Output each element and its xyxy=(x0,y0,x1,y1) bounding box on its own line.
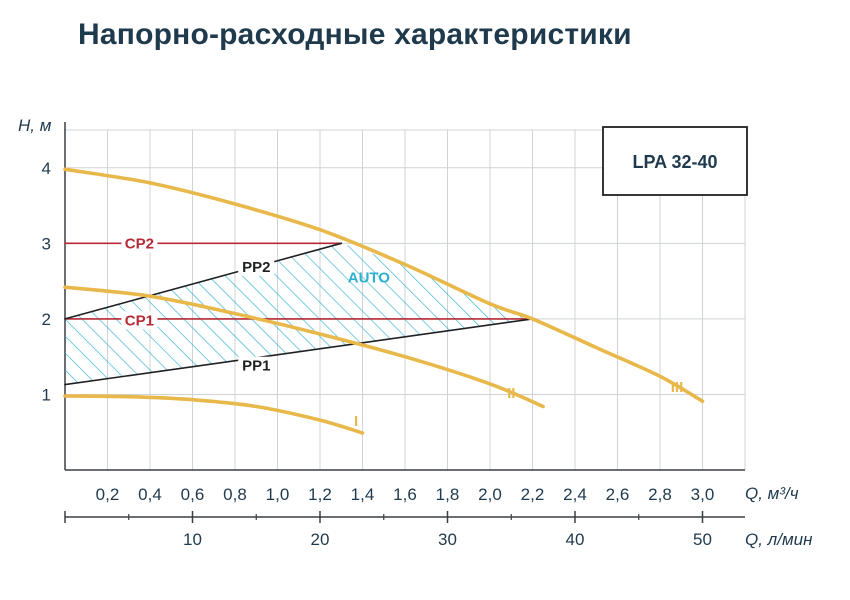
x-tick-label: 0,8 xyxy=(223,485,247,504)
auto-region-label: AUTO xyxy=(348,269,391,286)
model-label: LPA 32-40 xyxy=(632,152,717,172)
model-box: LPA 32-40 xyxy=(602,126,748,196)
series-label-ii: II xyxy=(507,385,515,402)
series-label-iii: III xyxy=(671,379,684,396)
series-label-pp1: PP1 xyxy=(242,358,270,375)
series-line-pp2 xyxy=(64,242,343,320)
x2-tick-label: 40 xyxy=(566,530,585,549)
y-axis-label: H, м xyxy=(18,116,52,135)
x-tick-label: 2,8 xyxy=(648,485,672,504)
series-line-ii xyxy=(63,285,545,409)
series-label-cp1: CP1 xyxy=(125,312,154,329)
y-tick-label: 2 xyxy=(42,310,51,329)
series-label-cp2: CP2 xyxy=(125,235,154,252)
x-tick-label: 0,6 xyxy=(181,485,205,504)
x-tick-label: 1,4 xyxy=(351,485,375,504)
x-tick-label: 2,2 xyxy=(521,485,545,504)
x2-tick-label: 50 xyxy=(693,530,712,549)
x-tick-label: 1,8 xyxy=(436,485,460,504)
series-line-iii xyxy=(63,167,705,403)
x2-tick-label: 30 xyxy=(438,530,457,549)
x-tick-label: 2,4 xyxy=(563,485,587,504)
x2-axis-label: Q, л/мин xyxy=(745,530,813,549)
series-label-i: I xyxy=(354,413,358,430)
chart-lines xyxy=(63,167,705,435)
series-line-pp1 xyxy=(64,318,534,386)
series-label-bg-pp1 xyxy=(238,356,275,375)
y-tick-label: 3 xyxy=(42,234,51,253)
x-tick-label: 1,2 xyxy=(308,485,332,504)
x-tick-label: 1,6 xyxy=(393,485,417,504)
x-tick-label: 3,0 xyxy=(691,485,715,504)
x-tick-label: 1,0 xyxy=(266,485,290,504)
series-line-i xyxy=(63,394,365,435)
y-tick-label: 4 xyxy=(42,159,51,178)
x-axis-label: Q, м³/ч xyxy=(745,484,799,503)
page-title: Напорно-расходные характеристики xyxy=(78,18,632,51)
x-tick-label: 2,6 xyxy=(606,485,630,504)
tick-labels: 0,2 0,4 0,6 0,8 1,0 1,2 1,4 1,6 1,8 2,0 2,2 2,4 2,6 2… xyxy=(42,159,715,549)
y-tick-label: 1 xyxy=(42,385,51,404)
series-label-bg-cp1 xyxy=(121,311,158,330)
series-label-bg-pp2 xyxy=(238,257,275,276)
x-tick-label: 0,2 xyxy=(96,485,120,504)
x2-tick-label: 20 xyxy=(311,530,330,549)
series-label-bg-cp2 xyxy=(121,234,158,253)
x-tick-label: 0,4 xyxy=(138,485,162,504)
series-label-pp2: PP2 xyxy=(242,259,270,276)
x-tick-label: 2,0 xyxy=(478,485,502,504)
x2-tick-label: 10 xyxy=(183,530,202,549)
chart-axes xyxy=(64,122,745,523)
auto-region-fill xyxy=(65,243,533,385)
auto-region xyxy=(65,243,533,385)
